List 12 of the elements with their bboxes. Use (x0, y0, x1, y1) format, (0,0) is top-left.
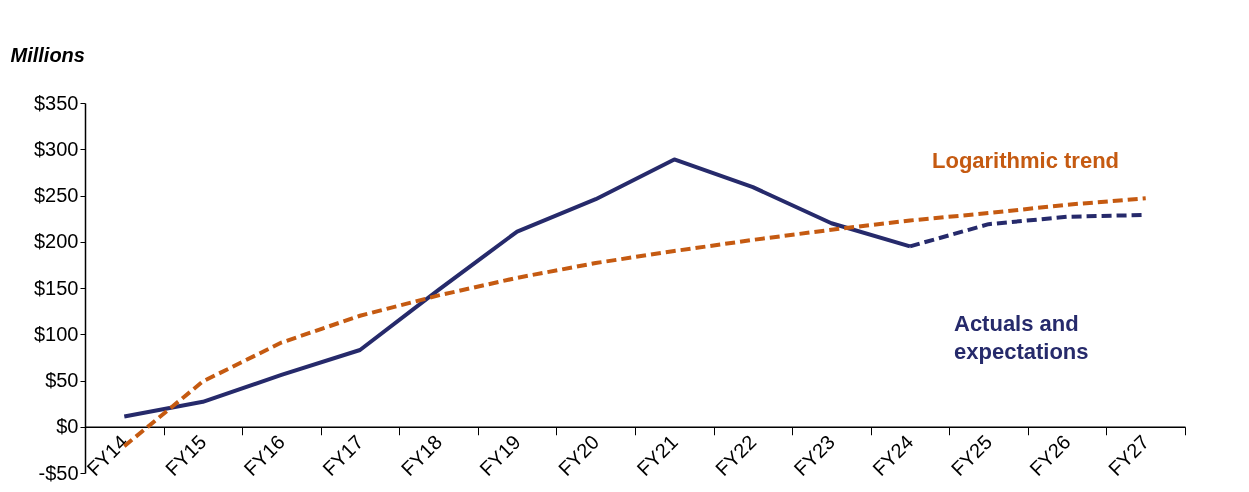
text: Actuals and expectations (954, 310, 1089, 364)
y-tick-label: $250 (34, 184, 79, 206)
y-tick-label: $0 (56, 415, 79, 438)
y-tick-label: $150 (34, 276, 79, 299)
y-tick-label: $200 (34, 230, 79, 253)
y-tick-label: $50 (45, 369, 79, 391)
series-label: Logarithmic trend (932, 148, 1120, 174)
y-tick-label: -$50 (38, 461, 79, 484)
y-tick-label: $350 (34, 91, 79, 114)
y-tick-label: $100 (34, 322, 79, 345)
y-tick-label: $300 (34, 137, 79, 160)
y-axis-title: Millions (10, 43, 85, 66)
